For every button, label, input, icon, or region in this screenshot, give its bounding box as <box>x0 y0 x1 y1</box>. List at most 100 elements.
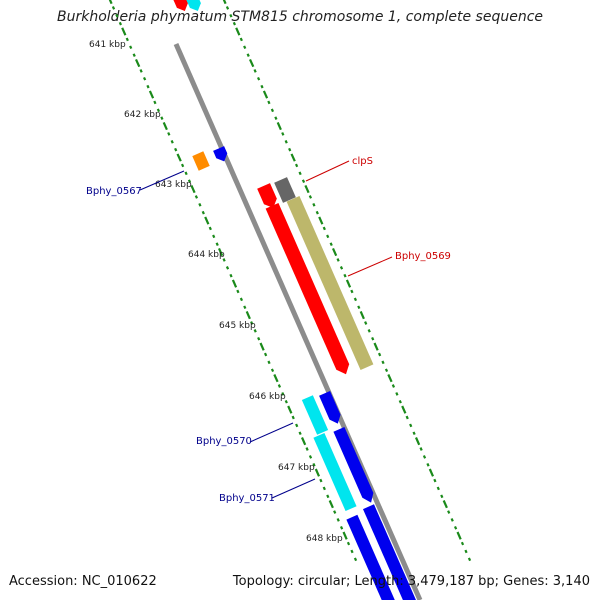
tick-dot <box>273 374 279 383</box>
gene-top-red[interactable] <box>170 0 190 13</box>
tick-dot <box>343 273 347 278</box>
tick-dot <box>118 21 123 26</box>
tick-dot <box>381 360 385 365</box>
gene-bphy-0571[interactable] <box>313 432 357 512</box>
tick-dot <box>422 455 427 459</box>
label-clps[interactable]: clpS <box>352 156 373 167</box>
tick-dot <box>384 368 389 373</box>
gene-labels: clpS Bphy_0569 Bphy_0567 Bphy_0570 Bphy_… <box>86 156 451 504</box>
tick-dot <box>345 279 352 288</box>
tick-dot <box>243 305 247 310</box>
tick-dot <box>308 455 313 459</box>
tick-dot <box>318 216 324 225</box>
tick-dot <box>308 195 313 199</box>
label-bphy-0571[interactable]: Bphy_0571 <box>219 493 275 504</box>
tick-dot <box>298 431 302 436</box>
tick-dot <box>331 247 338 257</box>
tick-label-641: 641 kbp <box>89 40 126 50</box>
tick-dot <box>184 171 188 176</box>
tick-dot <box>115 13 119 18</box>
tick-dot <box>329 242 333 247</box>
tick-dot <box>460 541 465 546</box>
label-bphy-0567[interactable]: Bphy_0567 <box>86 186 142 197</box>
tick-dot <box>222 0 227 5</box>
tick-dot <box>134 58 141 68</box>
gene-blue-0570[interactable] <box>319 390 343 426</box>
tick-dot <box>322 226 326 231</box>
tick-dot <box>419 447 423 451</box>
tick-dot <box>277 384 282 388</box>
tick-dot <box>259 342 265 351</box>
tick-dot <box>217 247 224 257</box>
gene-blue-bottom-right[interactable] <box>362 504 420 600</box>
tick-dot <box>111 6 116 10</box>
tick-dot <box>190 184 196 194</box>
tick-dot <box>256 76 261 81</box>
tick-dot <box>387 374 393 383</box>
tick-dot <box>336 258 340 262</box>
tick-dot <box>281 392 285 396</box>
gene-blue-0571[interactable] <box>333 426 376 505</box>
gene-top-cyan[interactable] <box>183 0 203 13</box>
label-bphy-0570[interactable]: Bphy_0570 <box>196 436 252 447</box>
tick-dot <box>170 139 174 144</box>
tick-dot <box>243 45 247 50</box>
tick-dot <box>246 53 250 57</box>
tick-dot <box>201 210 205 215</box>
tick-dot <box>274 116 278 120</box>
tick-dot <box>276 121 282 131</box>
tick-dot <box>215 242 219 247</box>
gene-red-short[interactable] <box>257 183 279 211</box>
accession-text: Accession: NC_010622 <box>9 574 157 589</box>
label-bphy-0569[interactable]: Bphy_0569 <box>395 251 451 262</box>
tick-dot <box>253 329 257 333</box>
gene-blue-bottom-left[interactable] <box>346 514 398 600</box>
tick-dot <box>440 494 444 499</box>
gene-clps[interactable] <box>274 177 296 203</box>
tick-dot <box>436 486 440 491</box>
tick-dot <box>212 234 216 239</box>
tick-dot <box>222 258 226 262</box>
tick-dot <box>153 100 157 105</box>
tick-dot <box>284 139 288 144</box>
tick-dot <box>108 0 113 5</box>
gene-blue-small[interactable] <box>213 146 230 164</box>
tick-dot <box>239 297 244 302</box>
tick-dot <box>364 321 368 325</box>
tick-dot <box>208 226 212 231</box>
tick-dot <box>295 423 299 428</box>
label-leaders <box>139 160 393 499</box>
gene-bphy-0567[interactable] <box>192 151 210 171</box>
tick-dot <box>235 27 241 36</box>
tick-dot <box>319 478 323 483</box>
gene-bphy-0569[interactable] <box>286 195 374 371</box>
tick-dot <box>467 557 472 562</box>
tick-dot <box>314 468 321 477</box>
tick-dot <box>300 437 307 446</box>
tick-dot <box>121 27 127 36</box>
tick-dot <box>194 195 199 199</box>
tick-dot <box>225 266 230 270</box>
tick-dot <box>350 289 354 294</box>
tick-dot <box>373 342 379 351</box>
tick-label-647: 647 kbp <box>278 463 315 473</box>
tick-dot <box>232 21 237 26</box>
tick-dot <box>326 234 330 239</box>
tick-dot <box>167 132 171 136</box>
gene-bphy-0570[interactable] <box>301 395 329 435</box>
gene-red-long[interactable] <box>265 202 353 377</box>
tick-dot <box>312 202 316 207</box>
tick-dot <box>326 494 330 499</box>
tick-dot <box>290 153 296 162</box>
tick-dot <box>346 541 351 546</box>
tick-dot <box>377 352 382 357</box>
tick-dot <box>412 431 416 436</box>
tick-dot <box>294 163 299 168</box>
tick-dot <box>129 45 133 50</box>
tick-dot <box>148 90 155 99</box>
tick-dot <box>239 37 243 42</box>
tick-dot <box>456 531 462 540</box>
tick-dot <box>391 384 396 388</box>
tick-dot <box>160 116 164 120</box>
